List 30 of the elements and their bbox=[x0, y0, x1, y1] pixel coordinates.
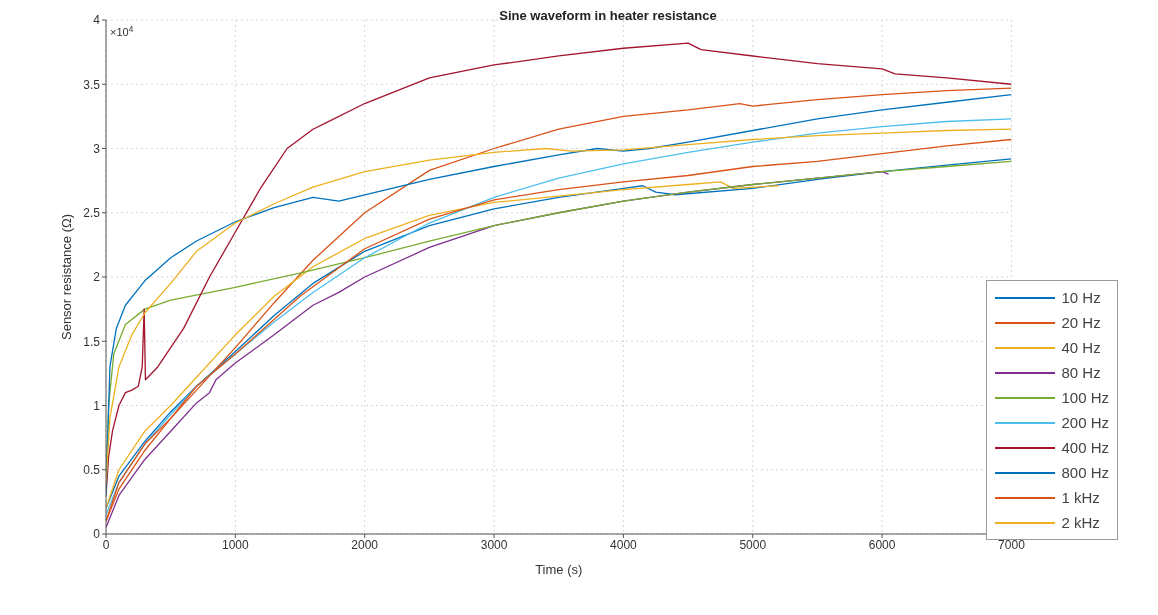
x-tick-label: 6000 bbox=[868, 537, 896, 552]
legend-label: 20 Hz bbox=[1061, 314, 1101, 331]
y-tick-label: 3.5 bbox=[83, 77, 101, 92]
legend-label: 800 Hz bbox=[1061, 464, 1109, 481]
chart-title: Sine waveform in heater resistance bbox=[499, 8, 717, 23]
legend-label: 1 kHz bbox=[1061, 489, 1100, 506]
y-tick-label: 0.5 bbox=[83, 463, 101, 478]
legend-label: 80 Hz bbox=[1061, 364, 1101, 381]
legend-label: 2 kHz bbox=[1061, 514, 1100, 531]
y-tick-label: 4 bbox=[93, 13, 101, 28]
x-tick-label: 3000 bbox=[480, 537, 508, 552]
legend-label: 400 Hz bbox=[1061, 439, 1109, 456]
x-axis-title: Time (s) bbox=[535, 562, 583, 577]
y-tick-label: 1.5 bbox=[83, 334, 101, 349]
x-tick-label: 2000 bbox=[351, 537, 379, 552]
y-tick-label: 1 bbox=[93, 398, 101, 413]
x-tick-label: 5000 bbox=[739, 537, 767, 552]
y-tick-label: 0 bbox=[93, 527, 101, 542]
x-tick-label: 4000 bbox=[610, 537, 638, 552]
y-tick-label: 2 bbox=[93, 270, 101, 285]
y-tick-label: 3 bbox=[93, 141, 101, 156]
annotation: ×10$^{4}$ bbox=[110, 24, 134, 38]
legend-label: 40 Hz bbox=[1061, 339, 1101, 356]
y-axis-title: Sensor resistance (Ω) bbox=[58, 213, 74, 341]
x-tick-label: 1000 bbox=[222, 537, 250, 552]
x-tick-label: 7000 bbox=[998, 537, 1026, 552]
legend-label: 200 Hz bbox=[1061, 414, 1109, 431]
legend-label: 10 Hz bbox=[1061, 289, 1101, 306]
y-tick-label: 2.5 bbox=[83, 206, 101, 221]
legend-label: 100 Hz bbox=[1061, 389, 1109, 406]
